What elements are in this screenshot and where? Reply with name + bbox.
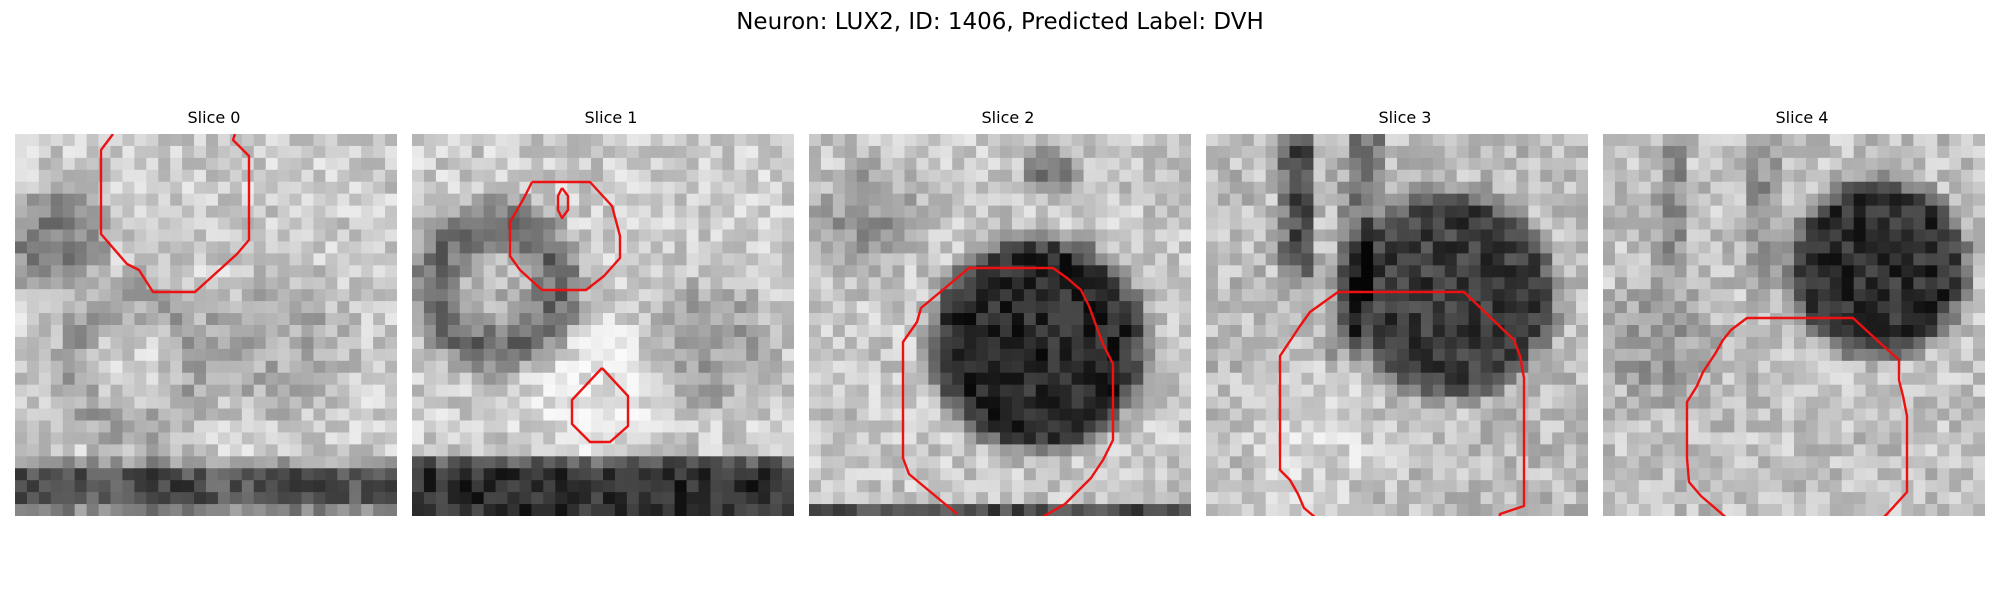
slice-image-3 xyxy=(1206,134,1588,516)
slice-canvas-4 xyxy=(1603,134,1985,516)
slice-canvas-3 xyxy=(1206,134,1588,516)
slice-image-0 xyxy=(15,134,397,516)
slice-image-1 xyxy=(412,134,794,516)
slice-title-4: Slice 4 xyxy=(1775,108,1829,127)
red-contour-0 xyxy=(1685,316,1909,516)
em-pixel-grid xyxy=(809,134,1191,516)
slice-canvas-1 xyxy=(412,134,794,516)
slice-title-3: Slice 3 xyxy=(1378,108,1432,127)
slice-image-4 xyxy=(1603,134,1985,516)
slice-canvas-0 xyxy=(15,134,397,516)
red-contour-0 xyxy=(508,180,622,292)
red-contour-0 xyxy=(99,134,251,294)
slice-title-0: Slice 0 xyxy=(187,108,241,127)
red-contour-0 xyxy=(901,266,1115,516)
em-pixel-grid xyxy=(1603,134,1985,516)
red-contour-1 xyxy=(556,187,570,220)
slice-title-2: Slice 2 xyxy=(981,108,1035,127)
red-contour-0 xyxy=(1278,290,1526,516)
em-pixel-grid xyxy=(1206,134,1588,516)
em-pixel-grid xyxy=(15,134,397,516)
figure-title: Neuron: LUX2, ID: 1406, Predicted Label:… xyxy=(736,9,1264,35)
slice-canvas-2 xyxy=(809,134,1191,516)
slice-title-1: Slice 1 xyxy=(584,108,638,127)
em-pixel-grid xyxy=(412,134,794,516)
slice-image-2 xyxy=(809,134,1191,516)
red-contour-2 xyxy=(570,367,630,444)
